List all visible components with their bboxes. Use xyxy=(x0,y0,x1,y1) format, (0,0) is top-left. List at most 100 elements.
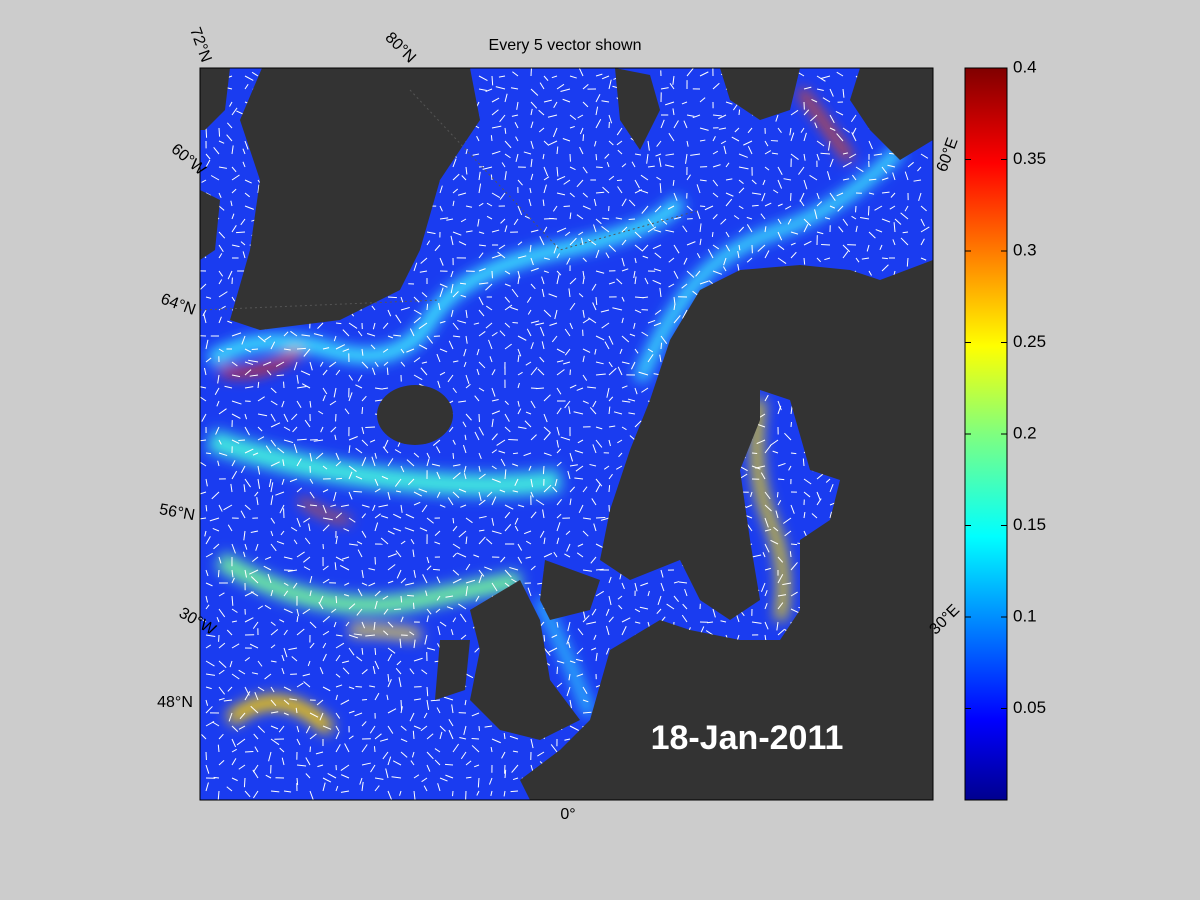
vector xyxy=(881,191,890,194)
vector xyxy=(426,615,429,623)
vector xyxy=(387,564,396,571)
vector xyxy=(551,335,558,343)
vector xyxy=(829,205,836,209)
vector xyxy=(660,582,665,592)
vector xyxy=(374,387,383,390)
vector xyxy=(782,517,792,524)
vector xyxy=(436,576,441,584)
vector xyxy=(634,231,642,239)
vector xyxy=(361,504,370,508)
vector xyxy=(244,750,254,753)
vector xyxy=(439,777,448,782)
vector xyxy=(488,339,493,350)
vector xyxy=(873,153,883,156)
vector xyxy=(327,772,337,779)
vector xyxy=(595,652,598,662)
vector xyxy=(642,296,649,299)
vector xyxy=(535,499,545,506)
vector xyxy=(436,595,441,601)
vector xyxy=(434,748,441,753)
vector xyxy=(530,121,534,129)
vector xyxy=(231,777,238,782)
vector xyxy=(205,296,212,299)
vector xyxy=(777,602,784,610)
vector xyxy=(335,654,341,662)
vector xyxy=(439,348,448,353)
vector xyxy=(439,621,447,627)
vector xyxy=(474,647,480,653)
vector xyxy=(213,147,220,155)
vector xyxy=(512,490,519,493)
vector xyxy=(746,257,753,263)
vector xyxy=(510,306,519,311)
vector xyxy=(322,565,329,571)
vector xyxy=(525,556,532,559)
vector xyxy=(816,491,821,501)
vector xyxy=(464,699,467,706)
vector xyxy=(204,530,207,537)
vector xyxy=(205,552,213,558)
vector xyxy=(686,174,691,181)
vector xyxy=(248,359,259,363)
vector xyxy=(616,127,623,136)
vector xyxy=(699,179,707,182)
vector xyxy=(226,122,233,129)
vector xyxy=(866,244,870,252)
vector xyxy=(491,109,499,116)
vector xyxy=(303,681,311,688)
vector xyxy=(499,192,506,200)
vector xyxy=(383,361,389,366)
vector xyxy=(465,413,472,421)
vector xyxy=(281,400,285,408)
vector xyxy=(593,634,597,641)
vector xyxy=(340,699,350,705)
vector xyxy=(458,530,467,538)
vector xyxy=(504,511,511,519)
vector xyxy=(244,386,254,389)
vector xyxy=(616,465,623,470)
vector xyxy=(465,335,468,344)
vector xyxy=(226,134,233,142)
vector xyxy=(543,166,549,177)
vector xyxy=(686,205,693,212)
vector xyxy=(809,174,818,181)
vector xyxy=(218,439,222,445)
vector xyxy=(270,621,276,626)
vector xyxy=(816,257,822,263)
vector xyxy=(439,287,444,298)
vector xyxy=(270,543,277,552)
vector xyxy=(231,400,242,405)
vector xyxy=(712,150,719,155)
vector xyxy=(264,604,272,610)
vector xyxy=(566,257,571,265)
vector xyxy=(683,120,688,129)
vector xyxy=(465,536,468,545)
vector xyxy=(359,777,363,785)
vector xyxy=(421,361,428,364)
vector xyxy=(621,296,625,302)
vector xyxy=(240,510,246,519)
vector xyxy=(582,192,589,198)
vector xyxy=(322,642,327,649)
vector xyxy=(543,537,546,545)
vector xyxy=(374,488,381,493)
vector xyxy=(918,192,922,201)
vector xyxy=(565,530,571,535)
vector xyxy=(231,107,238,116)
vector xyxy=(305,725,311,734)
vector xyxy=(270,628,279,636)
vector xyxy=(452,360,459,363)
vector xyxy=(647,165,655,168)
vector xyxy=(826,171,831,181)
vector xyxy=(738,153,748,158)
vector xyxy=(471,745,480,753)
vector xyxy=(215,426,220,435)
vector xyxy=(373,621,376,631)
vector xyxy=(647,218,654,227)
vector xyxy=(500,218,506,224)
vector xyxy=(491,75,494,86)
vector xyxy=(892,172,896,181)
vector xyxy=(764,150,772,155)
vector xyxy=(277,447,285,454)
vector xyxy=(655,153,662,157)
